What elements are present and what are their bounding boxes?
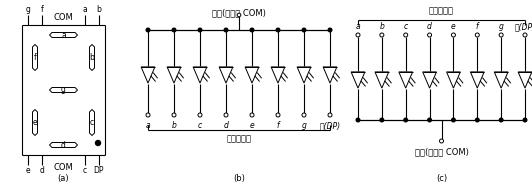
Text: (c): (c): [436, 174, 447, 182]
Circle shape: [523, 33, 527, 37]
Circle shape: [172, 28, 176, 32]
Text: COM: COM: [54, 12, 73, 22]
Text: a: a: [82, 5, 87, 14]
Text: d: d: [61, 140, 66, 150]
Circle shape: [250, 28, 254, 32]
Circle shape: [476, 118, 479, 122]
Text: b: b: [97, 5, 102, 14]
Circle shape: [172, 113, 176, 117]
Circle shape: [224, 28, 228, 32]
Circle shape: [452, 118, 455, 122]
Text: c: c: [404, 22, 408, 31]
Text: (b): (b): [233, 174, 245, 182]
Circle shape: [380, 118, 384, 122]
Text: f: f: [40, 5, 44, 14]
Circle shape: [146, 28, 150, 32]
Text: DP: DP: [94, 166, 104, 175]
Circle shape: [198, 28, 202, 32]
Circle shape: [224, 113, 228, 117]
Text: c: c: [90, 118, 94, 127]
Circle shape: [428, 118, 431, 122]
Text: 阴极(公共端 COM): 阴极(公共端 COM): [414, 147, 469, 156]
Text: e: e: [26, 166, 30, 175]
Text: c: c: [198, 121, 202, 130]
Circle shape: [198, 113, 202, 117]
Circle shape: [439, 139, 444, 143]
Circle shape: [146, 113, 150, 117]
Text: g: g: [498, 22, 504, 31]
Text: 点(DP): 点(DP): [514, 22, 532, 31]
Circle shape: [302, 28, 306, 32]
Text: c: c: [83, 166, 87, 175]
Text: (a): (a): [57, 174, 69, 182]
Text: g: g: [26, 5, 30, 14]
Circle shape: [237, 13, 241, 17]
Text: COM: COM: [54, 163, 73, 172]
Circle shape: [428, 33, 431, 37]
Circle shape: [276, 113, 280, 117]
Text: a: a: [356, 22, 360, 31]
Circle shape: [302, 113, 306, 117]
Circle shape: [404, 33, 408, 37]
Text: a: a: [61, 31, 66, 39]
Text: d: d: [39, 166, 45, 175]
Text: e: e: [451, 22, 456, 31]
Circle shape: [328, 28, 332, 32]
Text: 点(DP): 点(DP): [319, 121, 340, 130]
Text: f: f: [34, 53, 36, 62]
Text: 驱动输入端: 驱动输入端: [429, 6, 454, 15]
Circle shape: [523, 118, 527, 122]
Circle shape: [328, 113, 332, 117]
Text: g: g: [61, 86, 66, 94]
Circle shape: [356, 118, 360, 122]
Text: b: b: [89, 53, 95, 62]
Circle shape: [475, 33, 479, 37]
Circle shape: [276, 28, 280, 32]
Text: e: e: [32, 118, 37, 127]
Circle shape: [380, 33, 384, 37]
Circle shape: [356, 33, 360, 37]
Text: f: f: [277, 121, 279, 130]
Circle shape: [452, 33, 455, 37]
Circle shape: [96, 140, 101, 145]
Text: b: b: [171, 121, 177, 130]
Text: f: f: [476, 22, 479, 31]
Text: d: d: [223, 121, 228, 130]
Circle shape: [499, 33, 503, 37]
Text: 驱动输入端: 驱动输入端: [227, 134, 252, 143]
Text: g: g: [302, 121, 306, 130]
Text: b: b: [379, 22, 384, 31]
Text: a: a: [146, 121, 151, 130]
Circle shape: [404, 118, 408, 122]
Text: 阳极(公共端 COM): 阳极(公共端 COM): [212, 8, 266, 17]
Text: e: e: [250, 121, 254, 130]
Circle shape: [500, 118, 503, 122]
Text: d: d: [427, 22, 432, 31]
Circle shape: [250, 113, 254, 117]
